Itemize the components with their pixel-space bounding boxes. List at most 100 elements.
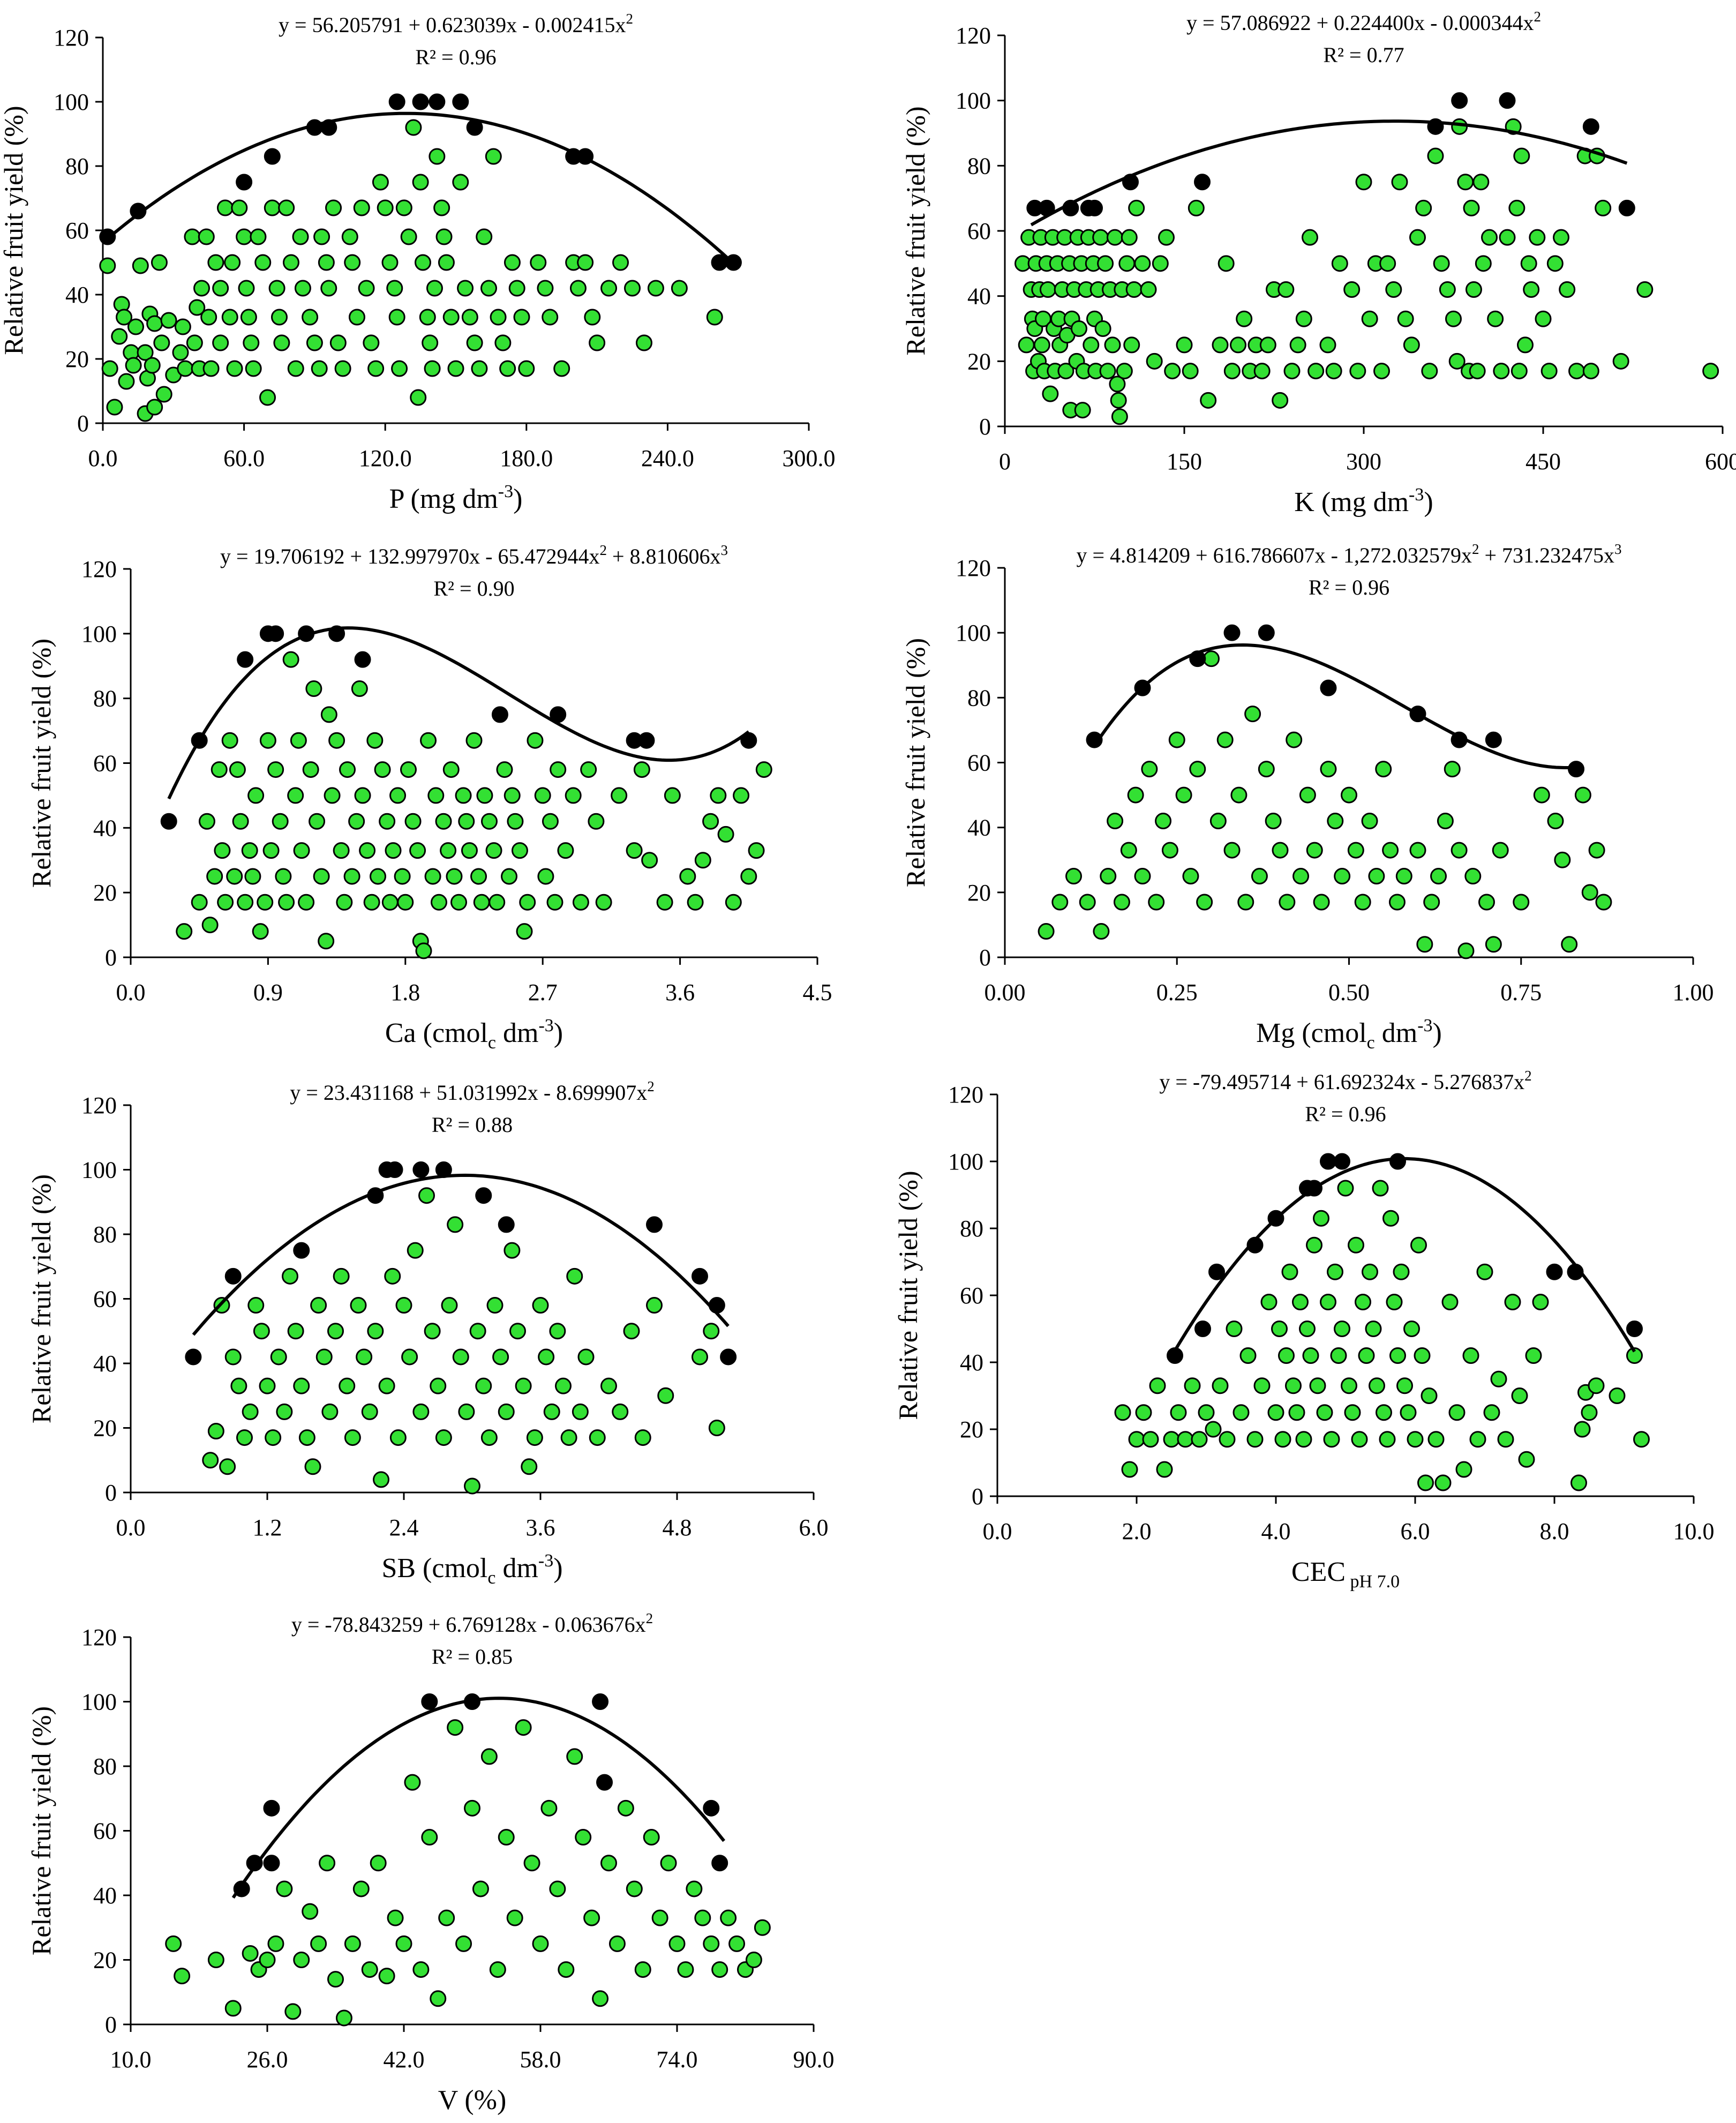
data-point: [553, 360, 570, 377]
data-point: [293, 1242, 310, 1259]
x-tick-label: 58.0: [520, 2046, 561, 2073]
data-point: [1427, 1431, 1445, 1448]
data-point: [499, 360, 516, 377]
data-point: [372, 174, 389, 191]
data-point: [1205, 1421, 1222, 1438]
data-point: [1295, 310, 1312, 327]
data-point: [498, 1829, 515, 1846]
data-point: [1278, 1347, 1295, 1364]
data-point: [1490, 1370, 1507, 1387]
data-point: [1118, 255, 1136, 272]
x-tick-label: 150: [1167, 448, 1202, 475]
y-tick-label: 0: [979, 944, 991, 971]
data-point: [410, 389, 427, 406]
data-point: [313, 868, 330, 885]
data-point: [226, 868, 243, 885]
y-tick-label: 120: [948, 1082, 983, 1108]
data-point: [177, 360, 194, 377]
data-point: [381, 894, 399, 911]
data-point: [480, 813, 498, 830]
data-point: [304, 1458, 321, 1475]
data-point: [1086, 731, 1103, 748]
chart-mg: 0 20 40 60 80 100 120 0.00 0.25 0.50 0.75 1.00 Relat…: [900, 541, 1714, 1053]
data-point: [1306, 842, 1323, 859]
fitted-curve: [192, 1173, 730, 1336]
data-point: [1182, 363, 1199, 380]
data-point: [519, 894, 536, 911]
data-point: [211, 761, 228, 778]
data-point: [339, 761, 356, 778]
data-point: [1289, 336, 1306, 354]
series-observations: [1038, 650, 1612, 959]
data-point: [236, 228, 253, 245]
y-tick-label: 80: [93, 1221, 117, 1248]
y-tick-label: 40: [93, 1882, 117, 1909]
data-point: [1532, 1294, 1549, 1310]
data-point: [1325, 363, 1342, 380]
y-tick-label: 100: [956, 88, 991, 114]
data-point: [485, 842, 502, 859]
data-point: [435, 228, 453, 245]
data-point: [1189, 761, 1206, 778]
data-point: [1369, 1377, 1385, 1394]
data-point: [1554, 851, 1571, 868]
data-point: [1581, 1404, 1598, 1421]
data-point: [264, 199, 281, 216]
data-point: [566, 1267, 583, 1285]
regression-equation: y = 57.086922 + 0.224400x - 0.000344x2: [1186, 9, 1541, 35]
data-point: [476, 787, 493, 804]
x-tick-label: 180.0: [500, 445, 553, 471]
data-point: [1134, 868, 1151, 885]
data-point: [1343, 281, 1361, 298]
data-point: [336, 894, 353, 911]
series-observations: [1114, 1180, 1650, 1491]
data-point: [412, 174, 429, 191]
data-point: [1388, 894, 1406, 911]
data-point: [725, 894, 742, 911]
data-point: [1391, 174, 1408, 191]
data-point: [333, 1267, 350, 1285]
y-tick-label: 20: [960, 1416, 983, 1443]
data-point: [446, 868, 463, 885]
data-point: [515, 1719, 532, 1736]
x-tick-label: 0.25: [1156, 979, 1198, 1006]
y-tick-label: 60: [93, 1818, 117, 1844]
data-point: [1259, 336, 1276, 354]
data-point: [1319, 336, 1336, 354]
data-point: [664, 787, 681, 804]
data-point: [1499, 229, 1516, 246]
x-tick-label: 6.0: [799, 1514, 829, 1541]
data-point: [201, 917, 219, 934]
data-point: [1702, 363, 1719, 380]
data-point: [1361, 813, 1378, 830]
data-point: [438, 254, 455, 271]
data-point: [319, 1855, 336, 1872]
regression-equation: y = 23.431168 + 51.031992x - 8.699907x2: [290, 1078, 654, 1105]
data-point: [374, 761, 391, 778]
data-point: [353, 199, 370, 216]
data-point: [1433, 255, 1450, 272]
data-point: [543, 1403, 560, 1420]
y-tick-label: 0: [105, 944, 117, 971]
y-axis-label: Relative fruit yield (%): [893, 1171, 923, 1420]
data-point: [293, 842, 310, 859]
data-point: [1423, 894, 1440, 911]
data-point: [1588, 1377, 1605, 1394]
data-point: [646, 1297, 663, 1314]
y-tick-label: 100: [54, 89, 89, 115]
data-point: [1472, 174, 1490, 191]
data-point: [400, 761, 417, 778]
data-point: [1051, 894, 1069, 911]
data-point: [1246, 1236, 1264, 1254]
data-point: [1194, 174, 1211, 191]
data-point: [1033, 336, 1050, 354]
r-squared: R² = 0.96: [1309, 575, 1389, 599]
data-point: [191, 894, 208, 911]
data-point: [429, 93, 446, 110]
data-point: [452, 1348, 469, 1366]
data-point: [1114, 1404, 1131, 1421]
y-tick-label: 100: [948, 1149, 983, 1175]
data-point: [612, 254, 629, 271]
data-point: [1246, 1431, 1264, 1448]
